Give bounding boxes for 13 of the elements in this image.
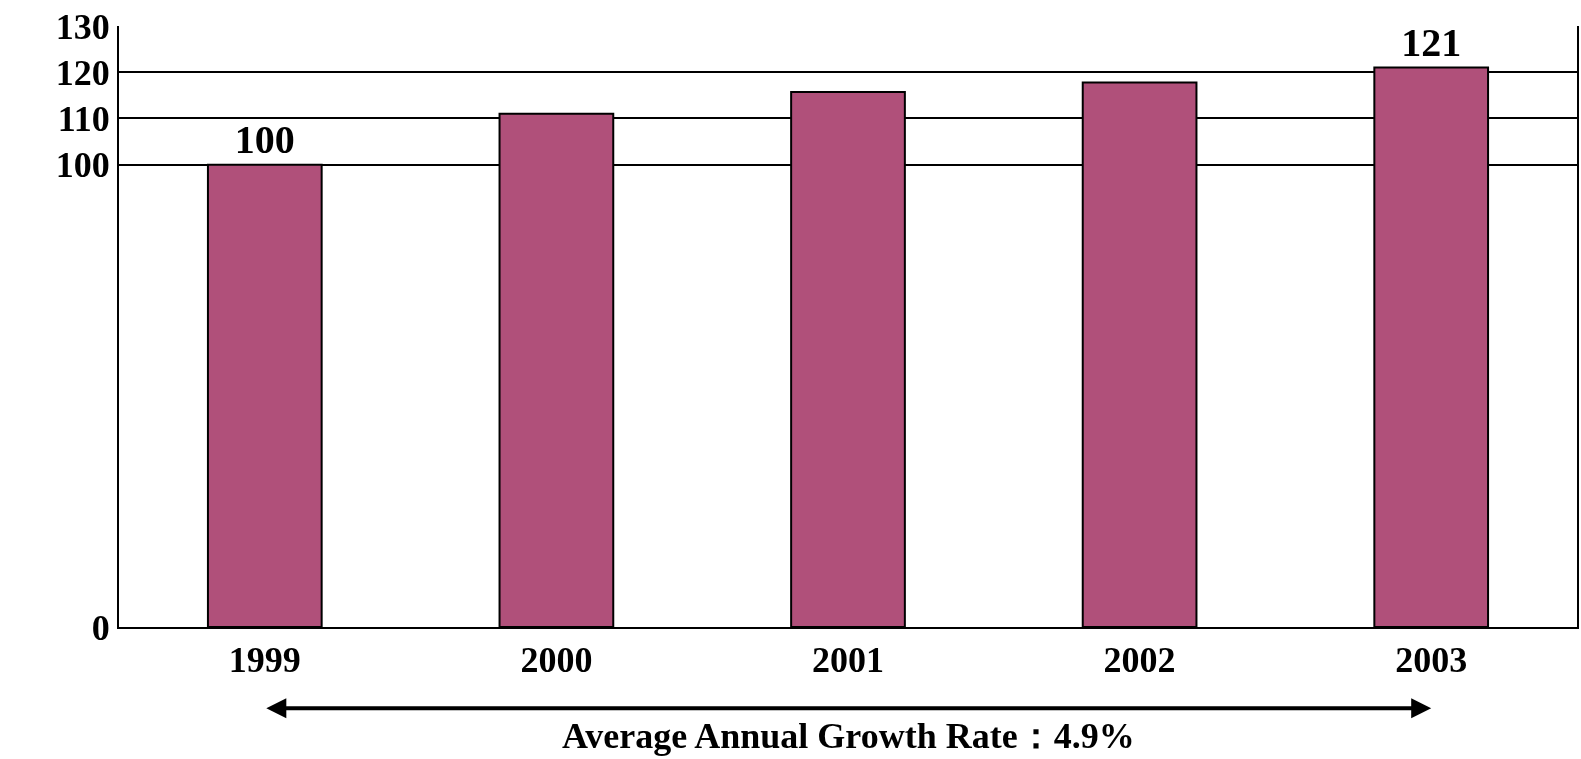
x-tick-label: 2002 (1103, 640, 1176, 681)
data-label: 100 (234, 116, 295, 162)
y-tick-label: 110 (57, 99, 110, 140)
y-tick-label: 0 (91, 607, 110, 648)
x-tick-label: 1999 (228, 640, 301, 681)
y-tick-label: 130 (55, 6, 110, 47)
x-tick-label: 2000 (520, 640, 593, 681)
y-tick-label: 120 (55, 52, 110, 93)
text: Average Annual Growth Rate：4.9% (562, 716, 1135, 756)
x-tick-label: 2003 (1395, 640, 1468, 681)
y-tick-label: 100 (55, 145, 110, 186)
x-tick-label: 2001 (812, 640, 884, 681)
data-label: 121 (1401, 19, 1462, 65)
